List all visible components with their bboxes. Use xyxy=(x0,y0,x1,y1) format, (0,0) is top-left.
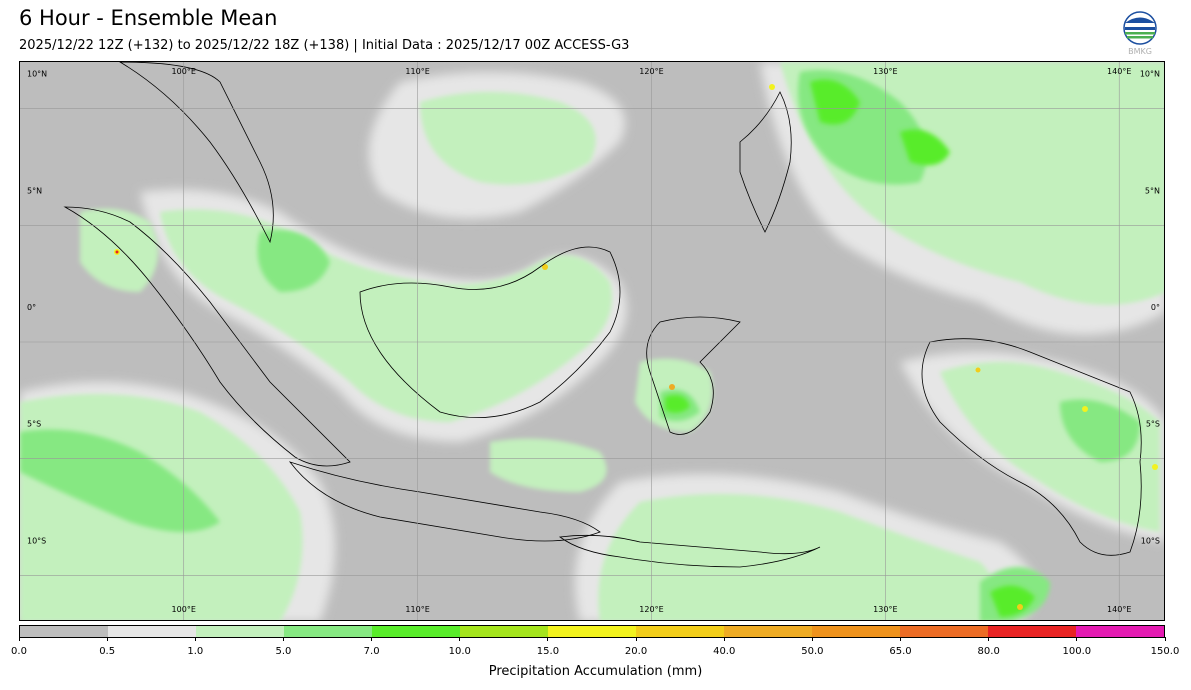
latitude-label: 10°N xyxy=(27,70,47,79)
colorbar-tickmark xyxy=(282,637,284,641)
colorbar-segment xyxy=(108,626,196,637)
colorbar-tickmark xyxy=(988,637,990,641)
colorbar-segment xyxy=(372,626,460,637)
colorbar-segment xyxy=(284,626,372,637)
map-subtitle: 2025/12/22 12Z (+132) to 2025/12/22 18Z … xyxy=(19,38,630,53)
logo-text: BMKG xyxy=(1128,47,1152,56)
colorbar-label: Precipitation Accumulation (mm) xyxy=(488,664,703,679)
latitude-label: 10°S xyxy=(1141,536,1160,545)
colorbar-tick-label: 40.0 xyxy=(713,646,736,657)
colorbar-tick-label: 1.0 xyxy=(187,646,204,657)
colorbar-tick-label: 80.0 xyxy=(977,646,1000,657)
graticule-labels: 100°E 100°E 110°E 110°E 120°E 120°E 130°E 130°E… xyxy=(27,67,1160,614)
colorbar-tick-label: 150.0 xyxy=(1150,646,1180,657)
latitude-label: 5°N xyxy=(1145,186,1160,195)
colorbar-tick-label: 15.0 xyxy=(536,646,560,657)
longitude-label: 110°E xyxy=(405,67,429,76)
latitude-label: 10°S xyxy=(27,536,46,545)
colorbar-segment xyxy=(900,626,988,637)
colorbar-tickmark xyxy=(811,637,813,641)
longitude-label: 130°E xyxy=(873,67,897,76)
colorbar-tickmark xyxy=(723,637,725,641)
colorbar-tick-label: 100.0 xyxy=(1062,646,1092,657)
colorbar-segment xyxy=(724,626,812,637)
colorbar-tickmark xyxy=(18,637,20,641)
rain-hotspots xyxy=(114,84,1158,610)
coastlines xyxy=(63,62,1142,568)
longitude-label: 130°E xyxy=(873,605,897,614)
longitude-label: 100°E xyxy=(172,67,196,76)
colorbar-tick-label: 65.0 xyxy=(889,646,912,657)
colorbar-tickmark xyxy=(900,637,902,641)
colorbar-tick-label: 50.0 xyxy=(801,646,824,657)
longitude-label: 140°E xyxy=(1107,67,1131,76)
bmkg-logo: BMKG xyxy=(1120,10,1160,56)
longitude-label: 120°E xyxy=(639,67,663,76)
colorbar-tick-label: 10.0 xyxy=(448,646,471,657)
colorbar-tickmark xyxy=(1076,637,1078,641)
longitude-label: 140°E xyxy=(1107,605,1131,614)
colorbar-segment xyxy=(1076,626,1164,637)
colorbar-tickmark xyxy=(635,637,637,641)
latitude-label: 10°N xyxy=(1140,70,1160,79)
colorbar-tickmark xyxy=(459,637,461,641)
colorbar-tickmark xyxy=(194,637,196,641)
latitude-label: 5°S xyxy=(1146,420,1160,429)
colorbar-tick-label: 20.0 xyxy=(624,646,648,657)
colorbar-tickmark xyxy=(371,637,373,641)
latitude-label: 0° xyxy=(27,303,36,312)
graticule xyxy=(20,62,1164,620)
colorbar-segment xyxy=(636,626,724,637)
latitude-label: 5°N xyxy=(27,186,42,195)
colorbar-segment xyxy=(988,626,1076,637)
colorbar-tickmark xyxy=(547,637,549,641)
latitude-label: 0° xyxy=(1151,303,1160,312)
colorbar-segment xyxy=(196,626,284,637)
precipitation-colorbar xyxy=(19,625,1165,638)
colorbar-segment xyxy=(460,626,548,637)
colorbar-tick-label: 7.0 xyxy=(363,646,380,657)
map-title: 6 Hour - Ensemble Mean xyxy=(19,6,278,30)
colorbar-segment xyxy=(20,626,108,637)
longitude-label: 100°E xyxy=(172,605,196,614)
latitude-label: 5°S xyxy=(27,420,41,429)
rain-field-7-10mm xyxy=(665,79,1035,617)
longitude-label: 110°E xyxy=(405,605,429,614)
colorbar-tick-label: 0.0 xyxy=(11,646,27,657)
colorbar-segment xyxy=(812,626,900,637)
colorbar-tickmark xyxy=(1164,637,1166,641)
colorbar-tick-label: 0.5 xyxy=(99,646,116,657)
colorbar-tick-label: 5.0 xyxy=(275,646,292,657)
colorbar-tickmark xyxy=(106,637,108,641)
colorbar-segment xyxy=(548,626,636,637)
precipitation-map: 100°E 100°E 110°E 110°E 120°E 120°E 130°E 130°E… xyxy=(19,61,1165,621)
longitude-label: 120°E xyxy=(639,605,663,614)
